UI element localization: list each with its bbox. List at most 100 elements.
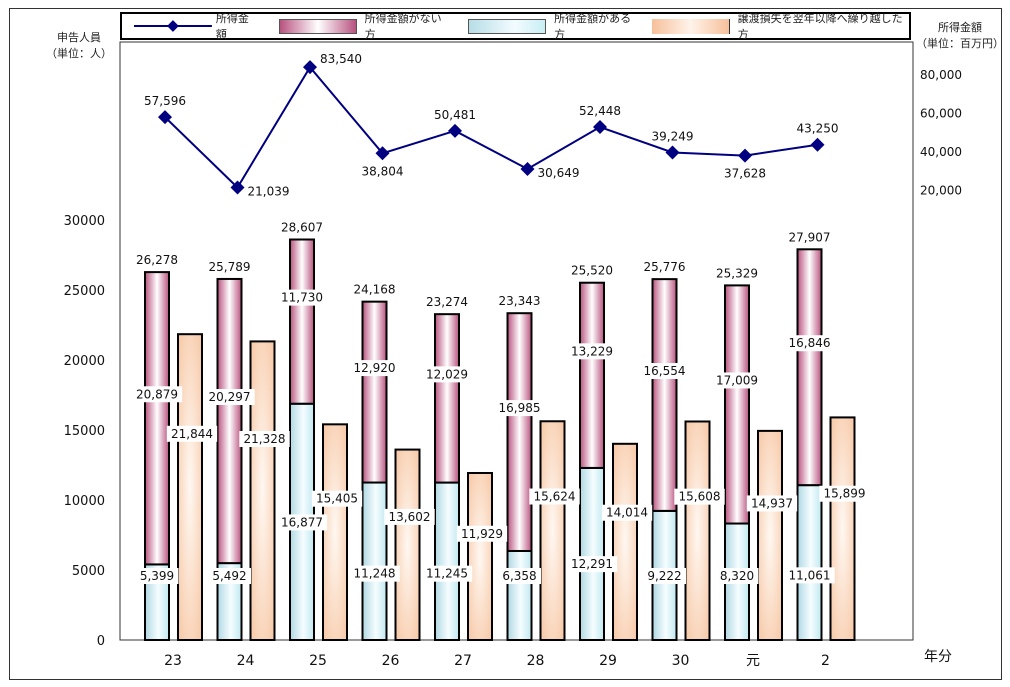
x-tick-label: 29	[599, 653, 617, 669]
x-axis-title: 年分	[924, 649, 952, 665]
with-income-label: 6,358	[498, 568, 541, 584]
data-label-bg	[208, 568, 251, 584]
income-point-label: 50,481	[434, 108, 476, 122]
carryover-label: 14,937	[746, 495, 798, 512]
legend-label-carryover: 譲渡損失を翌年以降へ繰り越した方	[737, 12, 903, 41]
no-income-label: 17,009	[711, 372, 763, 389]
right-axis-ticks: 20,000 40,000 60,000 80,000	[920, 68, 962, 198]
income-point-label: 30,649	[538, 166, 580, 180]
legend-line-diamond-icon	[134, 20, 212, 32]
bar-carryover	[322, 423, 348, 641]
left-tick-label: 0	[97, 634, 105, 649]
data-label-text: 13,602	[389, 510, 431, 524]
data-label-text: 11,929	[461, 527, 503, 541]
legend-label-no-income: 所得金額がない方	[364, 12, 442, 41]
total-label: 25,520	[571, 264, 613, 278]
bar-with-income	[796, 484, 823, 641]
data-label-text: 16,985	[499, 401, 541, 415]
bar-no-income	[651, 278, 678, 512]
data-label-text: 25,776	[644, 260, 686, 274]
x-tick-label: 23	[164, 653, 182, 669]
data-label-bg	[601, 504, 653, 521]
right-tick-label: 80,000	[920, 68, 962, 82]
left-tick-label: 20000	[64, 354, 105, 369]
data-label-bg	[674, 488, 725, 505]
left-tick-label: 15000	[64, 424, 105, 439]
left-axis-title-line1: 申告人員	[57, 31, 101, 44]
data-label-text: 20,879	[136, 387, 178, 401]
bar-carryover	[177, 333, 203, 641]
total-label: 25,789	[209, 260, 251, 274]
bar-no-income	[796, 248, 823, 487]
bar-no-income	[579, 281, 605, 469]
data-label-text: 25,789	[209, 260, 251, 274]
total-label: 23,274	[426, 295, 468, 309]
total-label: 23,343	[499, 294, 541, 308]
income-line-path	[164, 65, 818, 190]
carryover-label: 21,328	[239, 431, 290, 448]
x-tick-label: 27	[454, 653, 472, 669]
no-income-label: 20,879	[131, 386, 183, 403]
income-point-marker	[448, 123, 462, 138]
data-label-bg	[166, 425, 218, 442]
bar-carryover	[757, 429, 783, 641]
bar-no-income	[216, 277, 243, 565]
data-label-bg	[349, 360, 400, 377]
data-label-text: 21,328	[244, 432, 286, 446]
total-label: 28,607	[281, 221, 323, 235]
left-axis-title: 申告人員 （単位：人）	[44, 30, 114, 62]
data-label-text: 25,520	[571, 264, 613, 278]
income-point-marker	[738, 148, 752, 163]
data-label-text: 11,245	[426, 567, 468, 581]
data-label-bg	[746, 495, 798, 512]
data-label-text: 15,899	[824, 487, 866, 501]
x-tick-label: 26	[382, 653, 400, 669]
data-label-text: 11,248	[354, 567, 396, 581]
x-tick-label: 28	[527, 653, 545, 669]
data-label-bg	[566, 556, 618, 573]
right-tick-label: 40,000	[920, 145, 962, 159]
bar-no-income	[434, 313, 460, 484]
bar-no-income	[506, 312, 533, 552]
bar-with-income	[361, 481, 388, 642]
income-point-marker	[520, 162, 535, 177]
legend: 所得金額 所得金額がない方 所得金額がある方 譲渡損失を翌年以降へ繰り越した方	[120, 10, 911, 42]
with-income-label: 9,222	[643, 568, 686, 584]
with-income-label: 11,061	[784, 567, 835, 584]
with-income-label: 16,877	[276, 514, 328, 531]
bar-no-income	[724, 284, 750, 525]
income-point-label: 39,249	[652, 129, 694, 143]
data-label-bg	[135, 568, 179, 584]
data-label-text: 16,554	[644, 364, 686, 378]
total-label: 27,907	[789, 230, 831, 244]
no-income-label: 12,920	[349, 360, 400, 377]
data-label-text: 11,061	[789, 568, 831, 582]
data-label-text: 15,405	[316, 492, 358, 506]
data-label-text: 14,937	[751, 496, 793, 510]
with-income-label: 8,320	[715, 568, 759, 584]
data-label-bg	[456, 525, 508, 542]
income-point-marker	[665, 145, 680, 160]
bar-carryover	[829, 416, 856, 641]
legend-item-with-income: 所得金額がある方	[468, 10, 640, 42]
data-label-text: 15,608	[679, 490, 721, 504]
data-label-text: 12,029	[426, 367, 468, 381]
bar-no-income	[361, 300, 388, 484]
legend-label-with-income: 所得金額がある方	[554, 12, 632, 41]
data-label-bg	[384, 508, 435, 525]
data-label-text: 6,358	[502, 569, 536, 583]
legend-item-no-income: 所得金額がない方	[278, 10, 451, 42]
carryover-label: 15,405	[311, 490, 363, 507]
data-label-bg	[529, 488, 580, 505]
carryover-label: 15,899	[819, 485, 870, 502]
data-label-bg	[131, 386, 183, 403]
data-label-bg	[784, 567, 835, 584]
left-tick-label: 5000	[72, 564, 105, 579]
income-point-label: 57,596	[144, 94, 186, 108]
income-point-label: 43,250	[797, 122, 839, 136]
data-label-text: 16,846	[789, 336, 831, 350]
data-label-text: 9,222	[647, 569, 681, 583]
bar-with-income	[579, 466, 605, 641]
right-tick-label: 20,000	[920, 184, 962, 198]
